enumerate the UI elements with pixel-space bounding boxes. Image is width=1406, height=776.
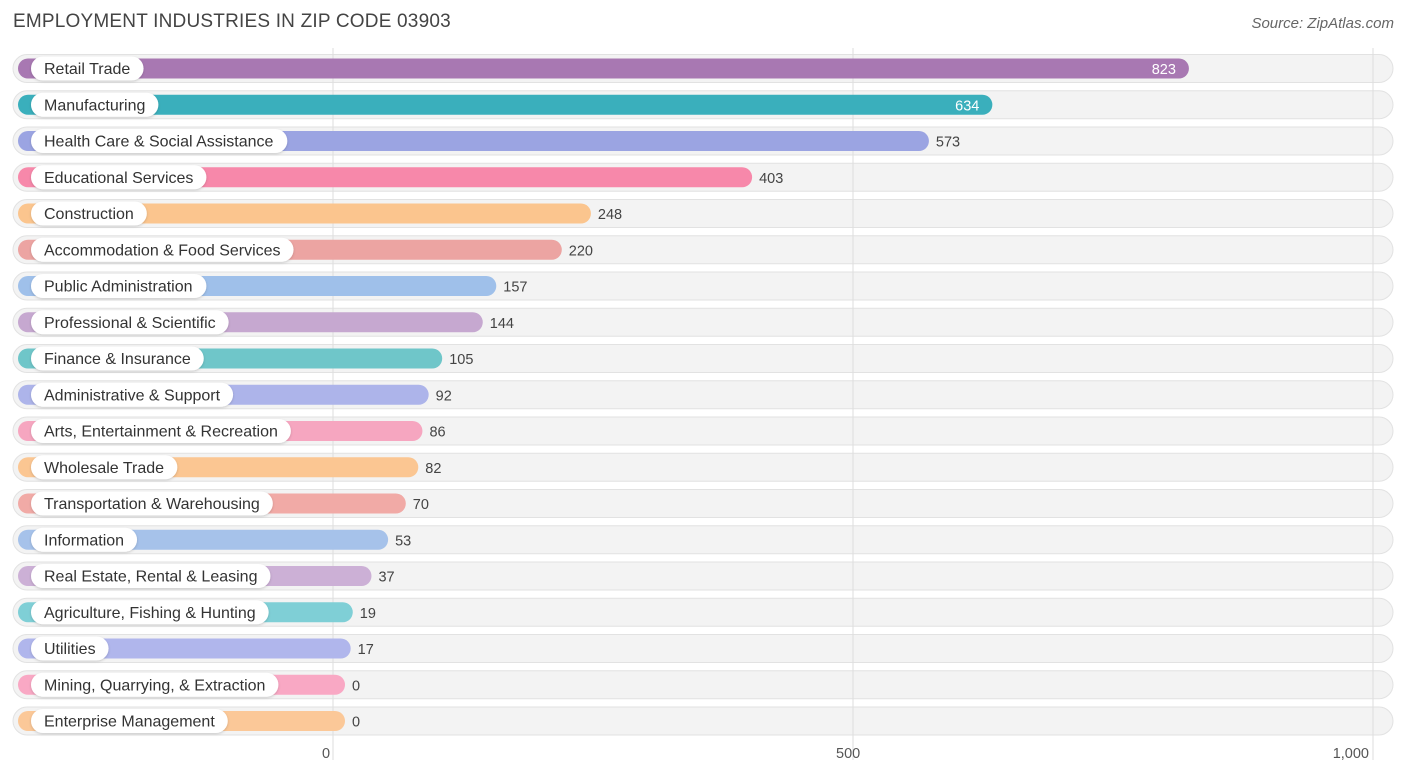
category-label-pill bbox=[31, 564, 271, 588]
category-label-pill bbox=[31, 419, 291, 443]
category-label: Real Estate, Rental & Leasing bbox=[44, 569, 257, 586]
category-label: Public Administration bbox=[44, 279, 193, 296]
category-label-pill bbox=[31, 600, 269, 625]
bar-group: Manufacturing 634 bbox=[18, 92, 993, 117]
category-label: Transportation & Warehousing bbox=[44, 496, 260, 513]
chart-source: Source: ZipAtlas.com bbox=[1251, 15, 1394, 32]
category-label-pill bbox=[31, 346, 204, 371]
bar-group: Wholesale Trade 82 bbox=[18, 455, 441, 480]
category-label-pill bbox=[31, 382, 234, 407]
bar bbox=[18, 58, 1189, 79]
bar-group: Educational Services 403 bbox=[18, 165, 783, 190]
value-label: 220 bbox=[569, 243, 593, 259]
category-label-pill bbox=[31, 92, 159, 117]
bar-group: Enterprise Management 0 bbox=[18, 709, 360, 733]
category-label: Arts, Entertainment & Recreation bbox=[44, 424, 278, 441]
bar-group: Professional & Scientific 144 bbox=[18, 310, 514, 335]
bar-group: Construction 248 bbox=[18, 201, 622, 226]
category-label-pill bbox=[31, 491, 273, 516]
value-label: 105 bbox=[449, 352, 473, 368]
category-label: Educational Services bbox=[44, 170, 193, 187]
category-label-pill bbox=[31, 455, 178, 480]
category-label-pill bbox=[31, 274, 207, 298]
bar bbox=[18, 94, 993, 115]
category-label: Wholesale Trade bbox=[44, 460, 164, 477]
bar-group: Transportation & Warehousing 70 bbox=[18, 491, 429, 516]
row-background bbox=[12, 597, 1394, 627]
category-label-pill bbox=[31, 201, 147, 226]
value-label: 0 bbox=[352, 715, 360, 731]
chart-title: EMPLOYMENT INDUSTRIES IN ZIP CODE 03903 bbox=[13, 11, 451, 32]
category-label: Retail Trade bbox=[44, 61, 130, 78]
category-label: Mining, Quarrying, & Extraction bbox=[44, 677, 265, 694]
value-label: 82 bbox=[425, 461, 441, 477]
row-background bbox=[12, 670, 1394, 700]
row-background bbox=[12, 706, 1394, 736]
value-label: 823 bbox=[1152, 62, 1176, 78]
bar-group: Utilities 17 bbox=[18, 636, 374, 661]
category-label-pill bbox=[31, 636, 109, 661]
value-label: 403 bbox=[759, 171, 783, 187]
x-tick-label: 500 bbox=[836, 746, 860, 762]
bar-group: Agriculture, Fishing & Hunting 19 bbox=[18, 600, 376, 625]
value-label: 573 bbox=[936, 135, 960, 151]
bar-group: Health Care & Social Assistance 573 bbox=[18, 129, 960, 153]
x-tick-label: 1,000 bbox=[1333, 746, 1369, 762]
bar-group: Arts, Entertainment & Recreation 86 bbox=[18, 419, 446, 443]
category-label-pill bbox=[31, 527, 138, 552]
category-label: Utilities bbox=[44, 641, 96, 658]
bar-group: Real Estate, Rental & Leasing 37 bbox=[18, 564, 395, 588]
value-label: 17 bbox=[358, 642, 374, 658]
category-label-pill bbox=[31, 129, 288, 153]
category-label: Enterprise Management bbox=[44, 714, 215, 731]
bar-group: Administrative & Support 92 bbox=[18, 382, 452, 407]
category-label-pill bbox=[31, 310, 229, 335]
bar-group: Accommodation & Food Services 220 bbox=[18, 237, 593, 262]
category-label: Agriculture, Fishing & Hunting bbox=[44, 605, 256, 622]
category-label: Accommodation & Food Services bbox=[44, 242, 281, 259]
category-label-pill bbox=[31, 709, 228, 733]
category-label-pill bbox=[31, 672, 279, 697]
category-label-pill bbox=[31, 56, 144, 81]
bar bbox=[18, 203, 591, 224]
category-label: Health Care & Social Assistance bbox=[44, 134, 274, 151]
value-label: 86 bbox=[429, 425, 445, 441]
value-label: 0 bbox=[352, 678, 360, 694]
category-label: Administrative & Support bbox=[44, 387, 221, 404]
value-label: 37 bbox=[378, 570, 394, 586]
value-label: 53 bbox=[395, 533, 411, 549]
category-label-pill bbox=[31, 165, 207, 190]
bar-group: Retail Trade 823 bbox=[18, 56, 1189, 81]
value-label: 157 bbox=[503, 280, 527, 296]
value-label: 634 bbox=[955, 98, 979, 114]
row-background bbox=[12, 634, 1394, 663]
category-label: Manufacturing bbox=[44, 97, 145, 114]
value-label: 144 bbox=[490, 316, 514, 332]
category-label: Professional & Scientific bbox=[44, 315, 216, 332]
bar-group: Mining, Quarrying, & Extraction 0 bbox=[18, 672, 360, 697]
category-label: Finance & Insurance bbox=[44, 351, 191, 368]
x-tick-label: 0 bbox=[322, 746, 330, 762]
value-label: 19 bbox=[360, 606, 376, 622]
category-label: Information bbox=[44, 532, 124, 549]
bar-group: Public Administration 157 bbox=[18, 274, 527, 298]
value-label: 248 bbox=[598, 207, 622, 223]
bar-group: Finance & Insurance 105 bbox=[18, 346, 473, 371]
value-label: 92 bbox=[436, 388, 452, 404]
value-label: 70 bbox=[413, 497, 429, 513]
bar-group: Information 53 bbox=[18, 527, 411, 552]
category-label: Construction bbox=[44, 206, 134, 223]
category-label-pill bbox=[31, 237, 294, 262]
